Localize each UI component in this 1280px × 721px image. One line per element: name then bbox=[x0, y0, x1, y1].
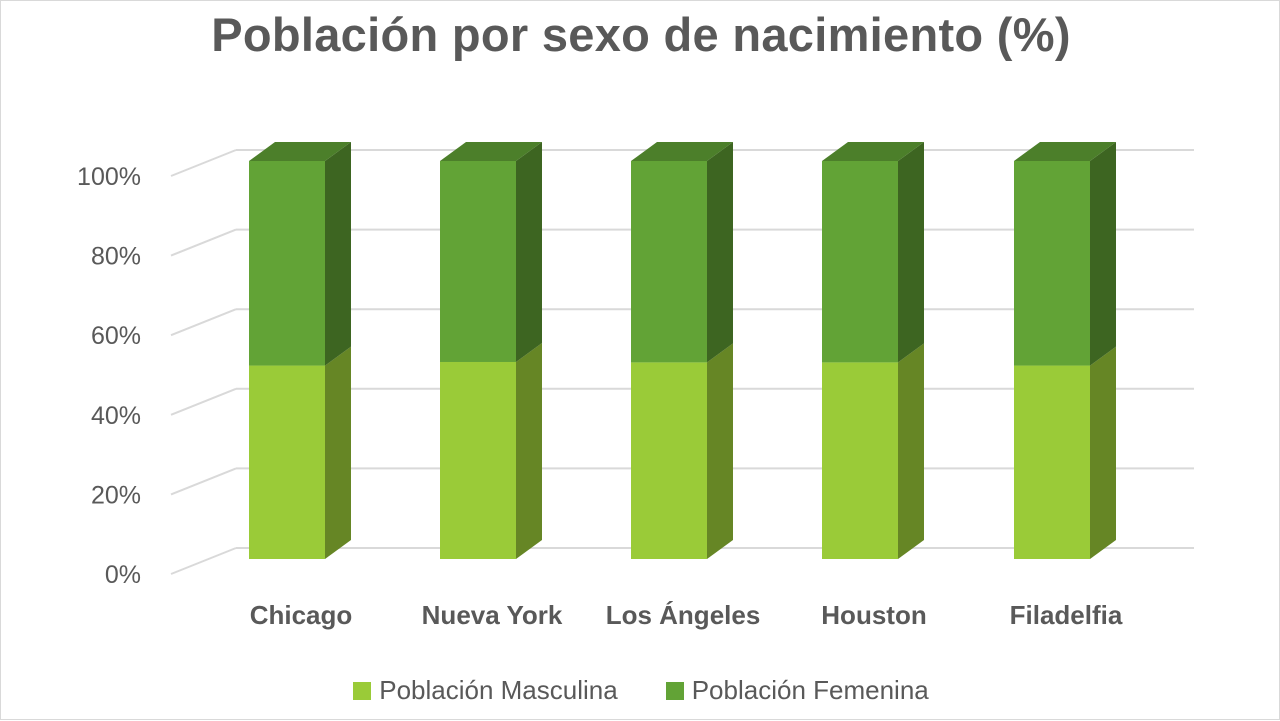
x-category-label: Los Ángeles bbox=[606, 600, 761, 630]
y-tick-label: 20% bbox=[91, 481, 141, 509]
bar-top bbox=[249, 142, 351, 161]
y-tick-label: 80% bbox=[91, 243, 141, 271]
bar-segment-femenina-4 bbox=[1014, 142, 1116, 366]
bar-front bbox=[440, 361, 516, 559]
bar-side bbox=[707, 142, 733, 363]
y-tick-label: 100% bbox=[77, 163, 141, 191]
bar-top bbox=[822, 142, 924, 161]
bar-front bbox=[440, 161, 516, 362]
legend-label-masculina: Población Masculina bbox=[379, 675, 618, 705]
bar-front bbox=[249, 365, 325, 559]
x-category-label: Chicago bbox=[250, 600, 353, 630]
bar-top bbox=[440, 142, 542, 161]
legend-item-femenina: Población Femenina bbox=[665, 675, 929, 706]
bar-front bbox=[1014, 365, 1090, 559]
legend-label-femenina: Población Femenina bbox=[691, 675, 929, 705]
bar-segment-masculina-2 bbox=[631, 343, 733, 559]
bar-side bbox=[516, 342, 542, 559]
bar-front bbox=[631, 362, 707, 559]
bar-side bbox=[516, 142, 542, 362]
gridline-diagonal bbox=[170, 228, 237, 257]
gridline-diagonal bbox=[170, 308, 237, 337]
bar-top bbox=[631, 142, 733, 161]
gridline-diagonal bbox=[170, 149, 237, 177]
x-category-label: Filadelfia bbox=[1010, 600, 1123, 630]
x-category-label: Nueva York bbox=[422, 600, 563, 630]
bar-side bbox=[1090, 142, 1116, 366]
gridline-diagonal bbox=[170, 387, 237, 416]
bar-front bbox=[822, 161, 898, 363]
bar-segment-femenina-3 bbox=[822, 142, 924, 363]
bar-segment-femenina-0 bbox=[249, 142, 351, 366]
bar-segment-femenina-1 bbox=[440, 142, 542, 362]
legend-swatch-masculina bbox=[353, 681, 372, 700]
bar-segment-masculina-1 bbox=[440, 342, 542, 559]
bar-segment-masculina-4 bbox=[1014, 346, 1116, 559]
bar-side bbox=[1090, 346, 1116, 559]
bar-front bbox=[631, 161, 707, 363]
x-axis-categories: Chicago Nueva York Los Ángeles Houston Filad… bbox=[250, 600, 1123, 630]
gridline-diagonal bbox=[170, 467, 237, 496]
bar-top bbox=[1014, 142, 1116, 161]
bar-segment-femenina-2 bbox=[631, 142, 733, 363]
y-tick-label: 60% bbox=[91, 322, 141, 350]
y-axis-ticks: 0% 20% 40% 60% 80% 100% bbox=[77, 163, 141, 589]
legend-swatch-femenina bbox=[665, 681, 684, 700]
gridline-diagonal bbox=[170, 547, 237, 575]
y-tick-label: 40% bbox=[91, 402, 141, 430]
bar-front bbox=[822, 362, 898, 559]
bar-side bbox=[898, 343, 924, 559]
bar-segment-masculina-0 bbox=[249, 346, 351, 559]
bar-side bbox=[325, 346, 351, 559]
bar-side bbox=[325, 142, 351, 366]
bar-front bbox=[1014, 161, 1090, 366]
bar-segment-masculina-3 bbox=[822, 343, 924, 559]
bar-side bbox=[707, 343, 733, 559]
bar-front bbox=[249, 161, 325, 366]
legend: Población Masculina Población Femenina bbox=[1, 675, 1280, 706]
x-category-label: Houston bbox=[821, 600, 926, 630]
chart-title: Población por sexo de nacimiento (%) bbox=[211, 8, 1071, 61]
y-tick-label: 0% bbox=[105, 561, 141, 589]
bar-side bbox=[898, 142, 924, 363]
bars bbox=[249, 142, 1116, 559]
legend-item-masculina: Población Masculina bbox=[353, 675, 618, 706]
